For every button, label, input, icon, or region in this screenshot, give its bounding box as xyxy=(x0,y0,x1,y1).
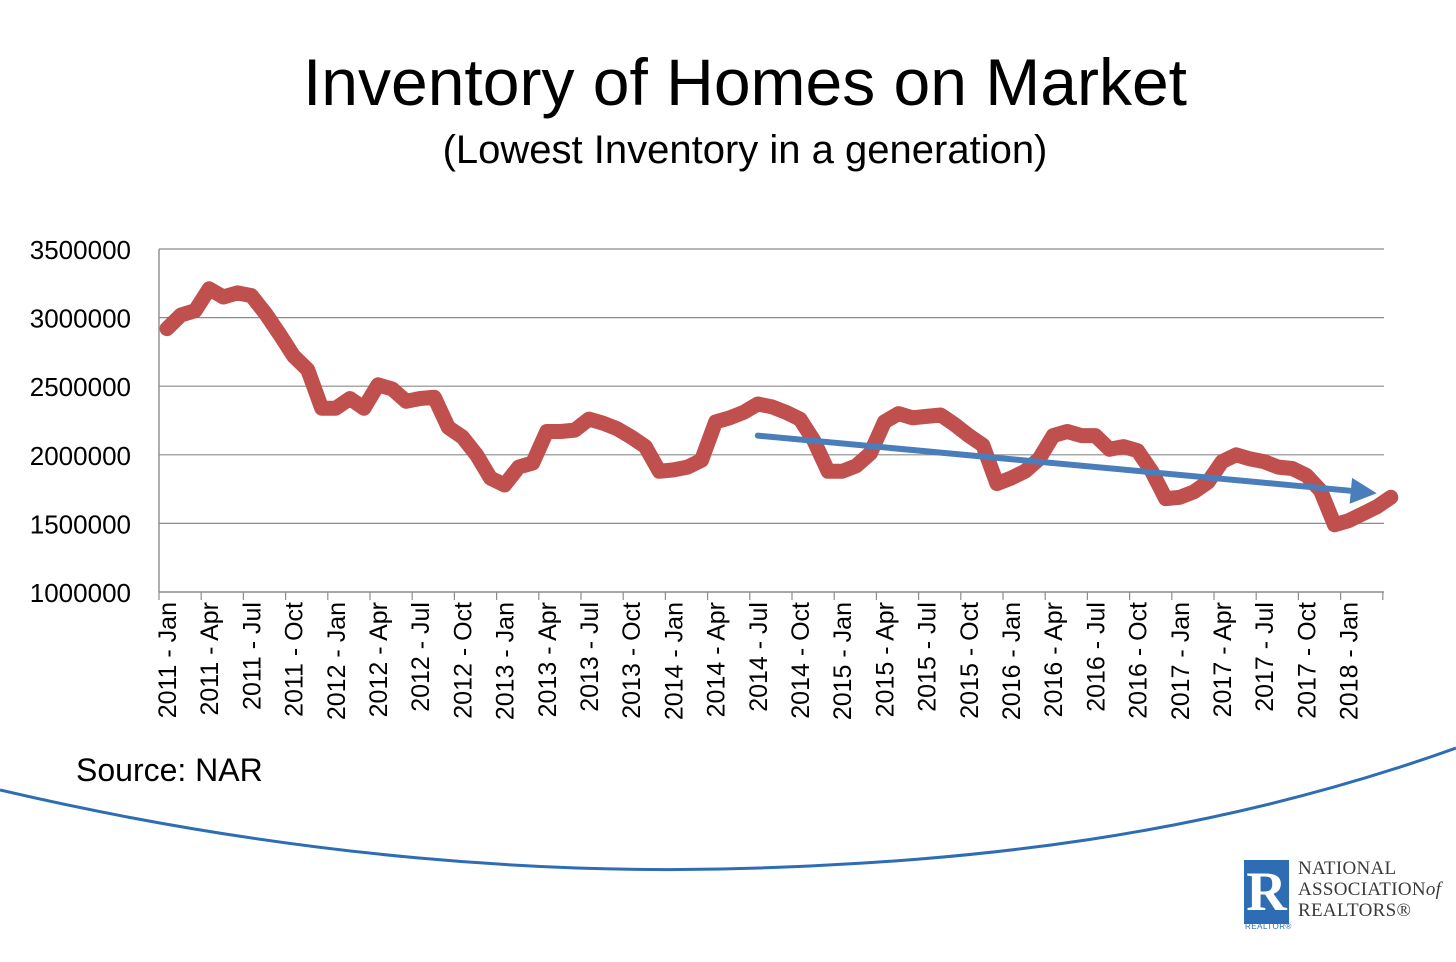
x-tick-label: 2017 - Jul xyxy=(1251,602,1279,712)
y-tick-label: 1500000 xyxy=(30,509,131,539)
series-line-inventory xyxy=(159,281,1399,533)
x-tick-label: 2011 - Apr xyxy=(196,602,224,716)
page-title: Inventory of Homes on Market xyxy=(302,45,1188,119)
x-tick-label: 2011 - Oct xyxy=(281,602,309,717)
x-tick-label: 2015 - Jul xyxy=(914,602,942,712)
x-tick-label: 2017 - Apr xyxy=(1209,602,1237,717)
x-tick-label: 2011 - Jan xyxy=(154,602,182,718)
logo-tag: REALTOR® xyxy=(1245,922,1292,931)
x-tick-label: 2013 - Jan xyxy=(492,602,520,720)
logo-line-2-suffix: of xyxy=(1425,879,1442,900)
x-tick-label: 2016 - Oct xyxy=(1125,602,1153,719)
x-tick-label: 2013 - Oct xyxy=(618,602,646,719)
y-tick-label: 3500000 xyxy=(30,235,131,265)
logo-line-2: ASSOCIATIONof xyxy=(1298,879,1441,900)
logo-line-3: REALTORS® xyxy=(1298,900,1412,921)
trend-layer xyxy=(754,432,1377,504)
x-tick-label: 2012 - Jan xyxy=(323,602,351,720)
page-subtitle: (Lowest Inventory in a generation) xyxy=(442,128,1048,172)
x-tick-label: 2016 - Jul xyxy=(1082,602,1110,712)
x-tick-label: 2014 - Jul xyxy=(745,602,773,712)
x-tick-label: 2015 - Jan xyxy=(829,602,857,720)
x-axis: 2011 - Jan 2011 - Apr 2011 - Jul 2011 - Oct… xyxy=(154,591,1384,720)
x-tick-label: 2013 - Apr xyxy=(534,602,562,717)
x-tick-label: 2012 - Jul xyxy=(407,602,435,712)
trend-arrow-head xyxy=(1349,477,1377,504)
y-tick-label: 3000000 xyxy=(30,304,131,334)
logo-line-1: NATIONAL xyxy=(1298,858,1397,879)
y-tick-label: 2500000 xyxy=(30,372,131,402)
x-tick-label: 2012 - Oct xyxy=(449,602,477,719)
y-axis: 3500000 3000000 2500000 2000000 1500000 10000… xyxy=(30,235,160,608)
series-layer xyxy=(159,281,1399,533)
x-tick-label: 2012 - Apr xyxy=(365,602,393,717)
source-note: Source: NAR xyxy=(76,752,263,788)
logo-wordmark: NATIONAL ASSOCIATIONof REALTORS® xyxy=(1298,858,1441,921)
x-tick-label: 2013 - Jul xyxy=(576,602,604,712)
gridlines xyxy=(159,248,1384,525)
x-tick-label: 2015 - Apr xyxy=(871,602,899,717)
x-tick-label: 2017 - Jan xyxy=(1167,602,1195,720)
x-tick-label: 2016 - Apr xyxy=(1040,602,1068,717)
trend-arrow-shaft xyxy=(754,432,1354,494)
x-tick-label: 2014 - Apr xyxy=(703,602,731,717)
realtor-r-logo-icon: R xyxy=(1244,860,1289,924)
y-tick-label: 2000000 xyxy=(30,441,131,471)
y-tick-label: 1000000 xyxy=(30,578,131,608)
x-tick-label: 2017 - Oct xyxy=(1293,602,1321,719)
x-tick-label: 2014 - Jan xyxy=(660,602,688,720)
x-tick-label: 2011 - Jul xyxy=(238,602,266,710)
logo-line-2-text: ASSOCIATION xyxy=(1298,879,1426,900)
x-tick-label: 2014 - Oct xyxy=(787,602,815,719)
x-tick-label: 2015 - Oct xyxy=(956,602,984,719)
x-tick-label: 2018 - Jan xyxy=(1336,602,1364,720)
nar-logo: R REALTOR® NATIONAL ASSOCIATIONof REALTO… xyxy=(1244,858,1444,934)
x-tick-label: 2016 - Jan xyxy=(998,602,1026,720)
decorative-swoosh xyxy=(0,746,1456,872)
logo-mark-letter: R xyxy=(1246,861,1287,923)
